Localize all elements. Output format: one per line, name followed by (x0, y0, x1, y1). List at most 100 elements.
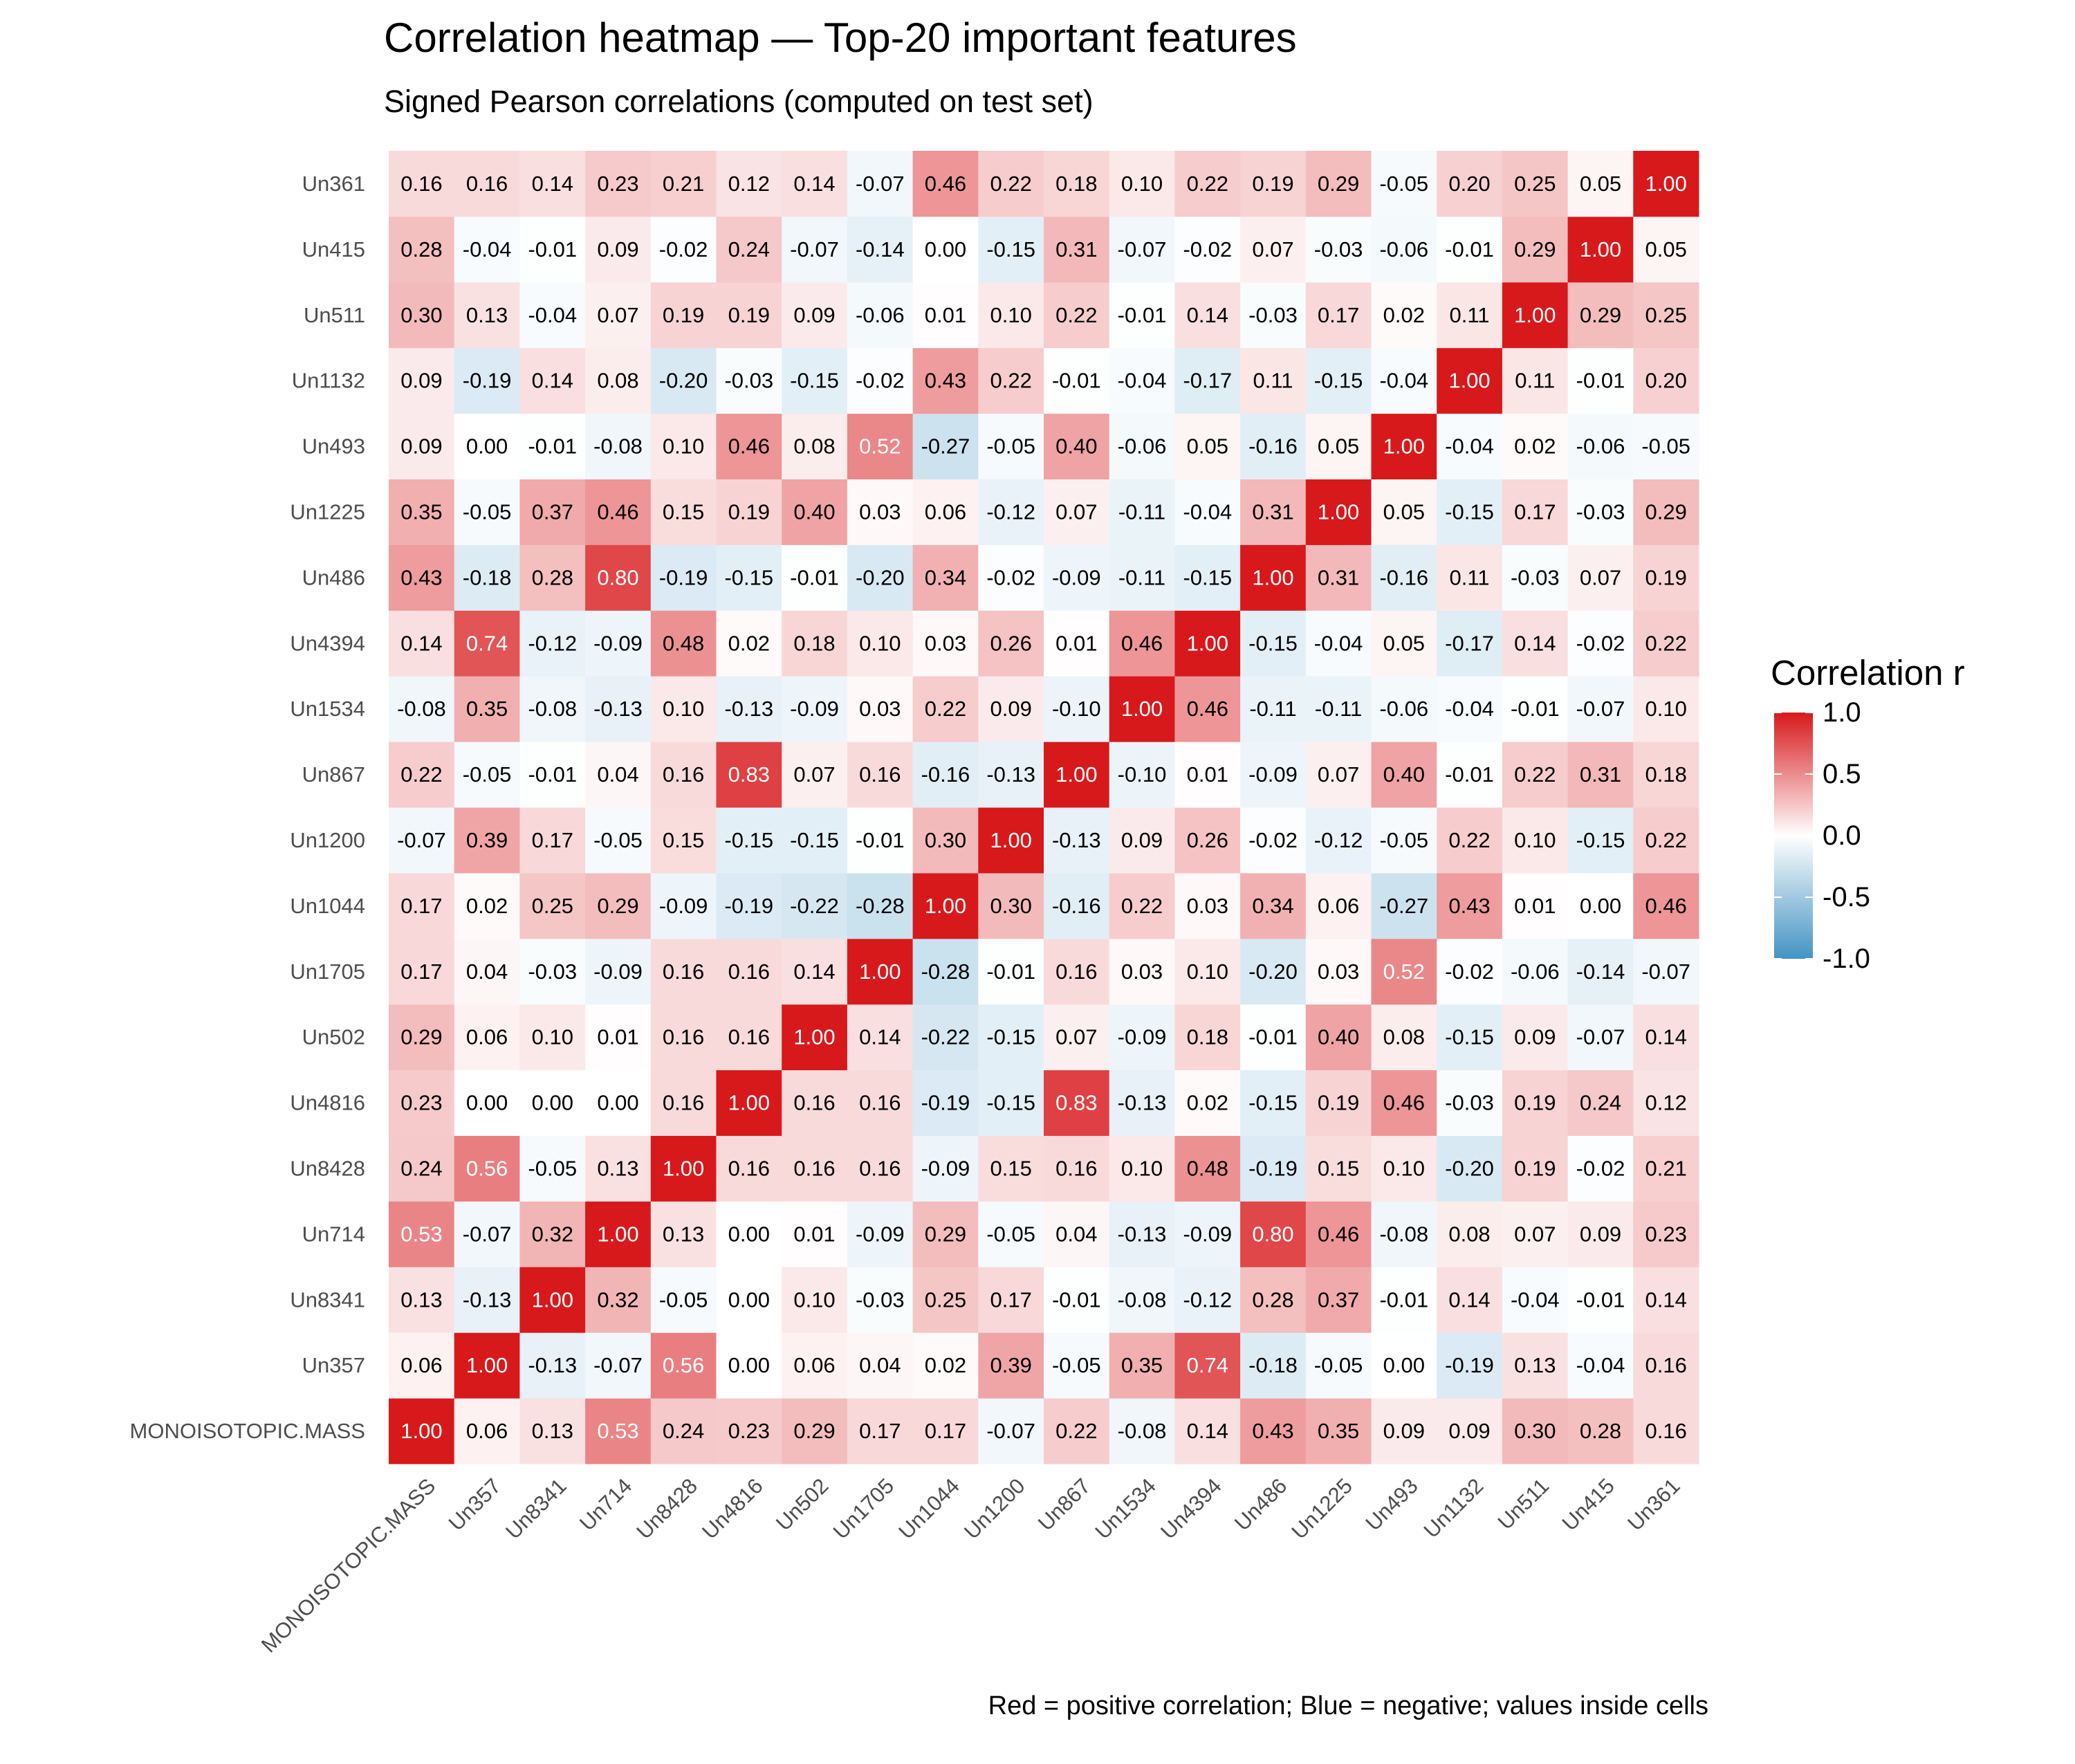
heatmap-cell (1371, 1267, 1437, 1333)
heatmap-cell (650, 413, 717, 479)
heatmap-cell (1240, 1332, 1307, 1399)
heatmap-cell (912, 1332, 979, 1399)
cell-value-label: -0.03 (1445, 1091, 1494, 1115)
heatmap-cell (1305, 610, 1372, 677)
x-tick-label: Un1705 (829, 1473, 899, 1544)
heatmap-cell (1044, 1201, 1110, 1267)
heatmap-cell (1502, 479, 1569, 545)
heatmap-cell (1044, 1332, 1110, 1399)
heatmap-cell (1305, 1069, 1372, 1136)
heatmap-cell (650, 282, 717, 349)
cell-value-label: 0.17 (1318, 303, 1359, 327)
cell-value-label: 1.00 (1252, 565, 1293, 589)
heatmap-cell (1633, 216, 1699, 283)
cell-value-label: 0.03 (1318, 959, 1359, 984)
cell-value-label: 0.15 (1318, 1157, 1359, 1181)
heatmap-cell (585, 1135, 652, 1202)
heatmap-cell (1437, 610, 1503, 677)
heatmap-cell (389, 872, 455, 939)
heatmap-cell (1305, 1398, 1372, 1464)
heatmap-cell (389, 413, 455, 479)
cell-value-label: -0.08 (593, 434, 643, 459)
heatmap-cell (650, 872, 717, 939)
heatmap-cell (912, 1398, 979, 1464)
cell-value-label: 0.02 (728, 631, 770, 655)
heatmap-cell (650, 807, 717, 874)
heatmap-cell (1240, 479, 1307, 545)
heatmap-cell (454, 1135, 520, 1202)
heatmap-cell (1305, 742, 1372, 808)
cell-value-label: 0.02 (1383, 303, 1425, 327)
cell-value-label: 0.17 (532, 828, 573, 852)
heatmap-cell (978, 216, 1044, 283)
heatmap-cell (1240, 676, 1307, 742)
cell-value-label: 0.46 (728, 434, 770, 459)
heatmap-cell (1305, 479, 1372, 545)
cell-value-label: 0.22 (1055, 1419, 1097, 1443)
heatmap-cell (1044, 1135, 1110, 1202)
cell-value-label: 0.46 (1383, 1091, 1425, 1115)
heatmap-cell (1633, 282, 1699, 349)
cell-value-label: 0.14 (532, 369, 573, 393)
heatmap-cell (782, 1069, 848, 1136)
heatmap-cell (978, 938, 1044, 1005)
heatmap-cell (1371, 1069, 1437, 1136)
heatmap-cell (1174, 1332, 1241, 1399)
cell-value-label: 0.43 (925, 369, 966, 393)
cell-value-label: 0.07 (1514, 1222, 1556, 1246)
cell-value-label: 0.11 (1449, 303, 1489, 327)
cell-value-label: 0.00 (1383, 1353, 1425, 1377)
heatmap-cell (585, 938, 652, 1005)
heatmap-cell (1371, 216, 1437, 283)
heatmap-cell (1109, 1004, 1175, 1071)
cell-value-label: 0.37 (532, 500, 573, 524)
heatmap-cell (978, 1267, 1044, 1333)
cell-value-label: -0.15 (790, 828, 839, 852)
heatmap-cell (978, 1004, 1044, 1071)
cell-value-label: 0.14 (1187, 1419, 1228, 1443)
heatmap-cell (782, 1135, 848, 1202)
cell-value-label: 0.17 (859, 1419, 901, 1443)
heatmap-cell (1371, 1201, 1437, 1267)
cell-value-label: -0.08 (1118, 1287, 1167, 1312)
heatmap-cell (519, 479, 586, 545)
cell-value-label: 0.19 (1514, 1091, 1556, 1115)
heatmap-cell (454, 282, 520, 349)
cell-value-label: 0.07 (597, 303, 638, 327)
cell-value-label: -0.08 (1379, 1222, 1428, 1246)
cell-value-label: 0.22 (1645, 828, 1687, 852)
cell-value-label: 0.13 (1514, 1353, 1556, 1377)
heatmap-cell (847, 872, 914, 939)
cell-value-label: 0.35 (466, 697, 508, 721)
cell-value-label: 0.16 (663, 959, 704, 984)
heatmap-cell (1371, 151, 1437, 217)
heatmap-cell (1044, 216, 1110, 283)
cell-value-label: 1.00 (466, 1353, 508, 1377)
cell-value-label: -0.02 (1576, 1157, 1625, 1181)
cell-value-label: 0.30 (925, 828, 966, 852)
cell-value-label: -0.19 (463, 369, 512, 393)
color-legend: Correlation r 1.0 0.5 0.0 -0.5 -1.0 (1771, 653, 1965, 974)
heatmap-cell (389, 1398, 455, 1464)
cell-value-label: 0.32 (532, 1222, 573, 1246)
cell-value-label: -0.01 (1445, 237, 1494, 261)
heatmap-cell (389, 216, 455, 283)
cell-value-label: 0.37 (1318, 1287, 1359, 1312)
heatmap-cell (519, 872, 586, 939)
cell-value-label: 0.17 (400, 894, 442, 918)
cell-value-label: 0.16 (663, 1091, 704, 1115)
cell-value-label: 0.39 (990, 1353, 1032, 1377)
cell-value-label: 0.07 (793, 762, 835, 787)
cell-value-label: -0.05 (1052, 1353, 1101, 1377)
heatmap-cell (716, 282, 782, 349)
cell-value-label: 0.10 (1383, 1157, 1425, 1181)
heatmap-cell (1371, 544, 1437, 611)
cell-value-label: -0.06 (1379, 697, 1428, 721)
chart-caption: Red = positive correlation; Blue = negat… (988, 1691, 1708, 1720)
cell-value-label: -0.02 (1183, 237, 1232, 261)
cell-value-label: 0.04 (597, 762, 638, 787)
heatmap-cell (389, 151, 455, 217)
heatmap-cell (454, 1004, 520, 1071)
cell-value-label: -0.01 (1576, 369, 1625, 393)
cell-value-label: -0.18 (463, 565, 512, 589)
